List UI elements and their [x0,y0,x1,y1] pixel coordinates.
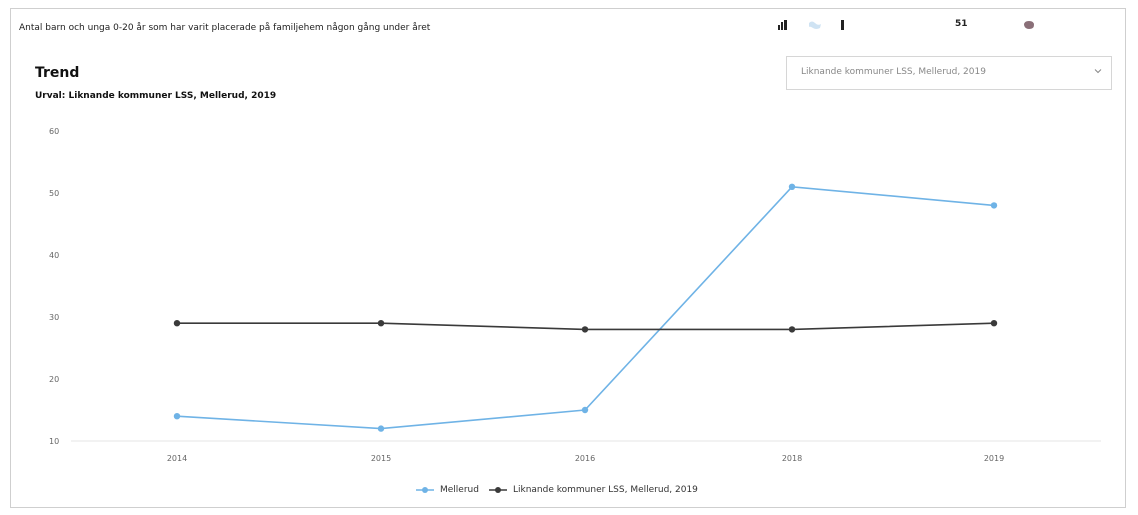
color-icon[interactable] [1023,20,1035,30]
data-point-liknande[interactable] [990,320,998,327]
data-point-liknande[interactable] [377,320,385,327]
trend-panel: Antal barn och unga 0-20 år som har vari… [10,8,1126,508]
page-heading-fragment [60,0,170,7]
bar-chart-icon[interactable] [777,19,789,31]
single-bar-icon[interactable] [840,19,846,31]
y-tick-label: 50 [49,189,59,198]
indicator-description: Antal barn och unga 0-20 år som har vari… [19,23,431,33]
data-point-liknande[interactable] [788,326,796,333]
legend-marker-mellerud [416,487,434,493]
legend-item-mellerud[interactable]: Mellerud [416,485,479,495]
data-point-mellerud[interactable] [581,406,589,414]
data-point-mellerud[interactable] [173,413,181,420]
y-tick-label: 40 [49,251,59,260]
y-tick-label: 30 [49,313,59,322]
chevron-down-icon [1094,69,1102,74]
data-point-liknande[interactable] [173,320,181,327]
series-line-mellerud [176,185,995,430]
section-title: Trend [35,65,80,81]
legend-item-liknande[interactable]: Liknande kommuner LSS, Mellerud, 2019 [488,485,698,495]
y-tick-label: 60 [49,127,59,136]
urval-label: Urval: Liknande kommuner LSS, Mellerud, … [35,91,277,101]
chart-legend: Mellerud Liknande kommuner LSS, Mellerud… [416,483,708,497]
data-point-mellerud[interactable] [990,202,998,209]
data-point-mellerud[interactable] [788,183,796,190]
x-tick-label: 2016 [575,454,595,463]
x-tick-label: 2018 [782,454,802,463]
comparison-select[interactable]: Liknande kommuner LSS, Mellerud, 2019 [786,56,1112,90]
x-tick-label: 2014 [167,454,187,463]
legend-label-mellerud: Mellerud [440,485,479,495]
map-icon[interactable] [808,20,822,30]
legend-label-liknande: Liknande kommuner LSS, Mellerud, 2019 [512,485,698,495]
numeric-icon[interactable]: 51 [955,19,968,29]
legend-marker-liknande [488,487,507,493]
x-tick-label: 2015 [371,454,391,463]
y-tick-label: 20 [49,375,59,384]
data-point-mellerud[interactable] [377,425,385,432]
trend-line-chart: 10 20 30 40 50 60 2014 2015 2016 2018 2019 [49,127,1101,463]
comparison-select-value: Liknande kommuner LSS, Mellerud, 2019 [801,67,986,77]
y-tick-label: 10 [49,437,59,446]
data-point-liknande[interactable] [581,326,589,333]
x-tick-label: 2019 [984,454,1004,463]
